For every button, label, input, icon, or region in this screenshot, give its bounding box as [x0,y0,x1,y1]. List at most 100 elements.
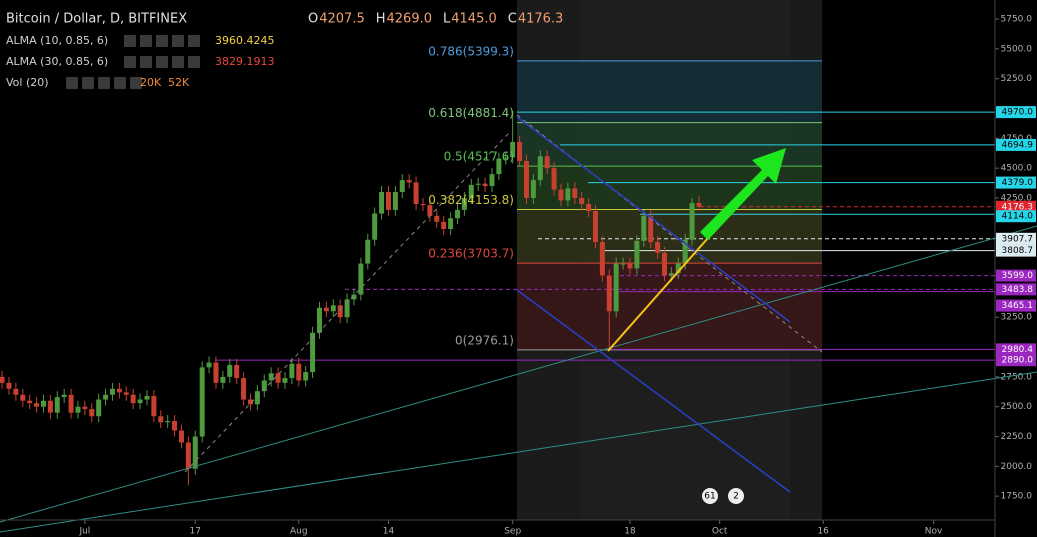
candle-body [406,180,412,183]
candle-body [61,394,67,398]
candle-body [392,192,398,210]
candle-body [6,382,12,389]
candle-body [323,307,329,312]
indicator-button [188,35,200,47]
event-badge[interactable] [728,488,744,504]
candle-body [523,161,529,198]
candle-body [40,400,46,407]
candle-body [365,239,371,264]
candle-body [137,399,143,404]
candle-body [641,215,647,241]
y-tick-label: 5500.0 [1001,44,1033,54]
candle-body [303,372,309,381]
candle-body [54,397,60,413]
legend: O 4207.5 H 4269.0 L 4145.0 C 4176.3 ALMA (10, 0.… [6,12,564,89]
candle-body [0,376,5,383]
indicator-button [114,77,126,89]
candle-body [675,263,681,274]
candle-body [178,430,184,443]
candle-body [696,203,702,207]
event-count: 61 [704,492,715,502]
candle-body [206,362,212,368]
price-label-box [996,299,1036,312]
ohlc-value: 4145.0 [451,12,497,27]
x-tick-label: Sep [504,527,521,537]
candle-body [241,378,247,400]
candle-body [75,406,81,413]
y-tick-label: 2250.0 [1001,432,1033,442]
price-label: 3483.8 [1002,285,1034,295]
trend-line [0,371,1037,533]
candle-body [109,388,115,395]
candle-body [537,156,543,181]
x-tick-label: 18 [624,527,636,537]
candle-body [34,403,40,407]
background-layer: 1750.0 2000.0 2250.0 2500.0 2750.0 3250.0 4250… [0,15,1032,537]
candle-body [234,364,240,379]
candle-body [82,406,88,410]
ohlc-value: 4176.3 [518,12,564,27]
candle-body [96,399,102,417]
arrow [700,148,786,240]
candle-body [275,373,281,383]
candle-body [330,305,336,312]
candle-body [123,392,129,395]
candle-body [27,400,33,404]
y-tick-label: 4500.0 [1001,164,1033,174]
y-tick-label: 3250.0 [1001,313,1033,323]
price-label-box [996,210,1036,223]
event-badge[interactable] [702,488,718,504]
price-label: 3808.7 [1002,246,1034,256]
candles [0,110,702,486]
indicator-button [140,56,152,68]
candle-body [144,395,150,400]
candle-body [199,367,205,437]
price-label-box [996,200,1036,213]
indicator-button [124,35,136,47]
candle-body [613,263,619,312]
candle-body [454,209,460,219]
candle-body [503,157,509,159]
indicator-button [124,56,136,68]
indicator-button [140,35,152,47]
fib-label: 0.786(5399.3) [428,44,514,58]
indicator-value: 20K [140,76,162,89]
candle-body [89,409,95,417]
channel-line [516,116,791,323]
candle-body [620,263,626,265]
indicator-value: 52K [168,76,190,89]
candle-body [551,168,557,190]
candle-body [655,242,661,253]
ohlc-value: 4269.0 [387,12,433,27]
candle-body [185,442,191,469]
price-label: 4694.9 [1002,140,1034,150]
candle-body [606,275,612,312]
candle-body [192,436,198,469]
price-label: 4970.0 [1002,108,1034,118]
candle-body [254,391,260,405]
indicator-name: ALMA (10, 0.85, 6) [6,34,108,47]
candle-body [337,305,343,318]
candle-body [592,211,598,243]
price-label-box [996,106,1036,119]
candle-body [461,197,467,210]
event-badges: 61 2 [702,488,744,504]
price-label-box [996,232,1036,245]
fib-band [517,263,822,350]
fib-band [517,60,822,123]
indicator-value: 3960.4245 [215,34,275,47]
price-label: 4176.3 [1002,202,1034,212]
x-tick-label: Nov [925,527,943,537]
candle-body [579,197,585,204]
candle-body [344,299,350,318]
fib-label: 0.382(4153.8) [428,193,514,207]
support-line [607,237,709,352]
y-tick-label: 4750.0 [1001,134,1033,144]
symbol-title: Bitcoin / Dollar, D, BITFINEX [6,12,187,27]
candle-body [668,273,674,276]
candle-body [165,421,171,423]
price-label: 4114.0 [1002,212,1034,222]
price-label-box [996,244,1036,257]
ohlc-label: H [376,12,386,27]
candle-body [496,158,502,175]
